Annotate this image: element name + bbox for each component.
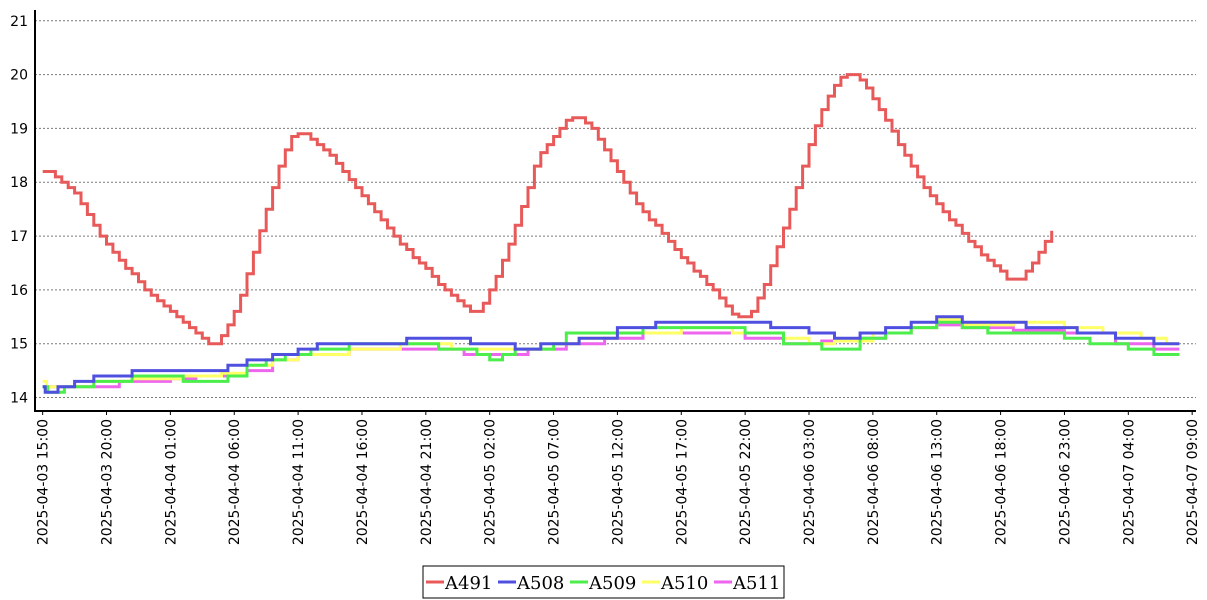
y-tick-label: 17 [10,229,28,245]
x-tick-label: 2025-04-05 12:00 [610,419,626,545]
x-tick-label: 2025-04-06 18:00 [994,419,1010,545]
x-tick-label: 2025-04-06 03:00 [802,419,818,545]
x-tick-label: 2025-04-03 20:00 [100,419,116,545]
legend[interactable]: A491 A508 A509 A510 A511 [422,565,785,599]
x-tick-label: 2025-04-06 08:00 [866,419,882,545]
x-tick-label: 2025-04-04 11:00 [291,419,307,545]
y-tick-label: 21 [10,14,28,30]
legend-item-a508[interactable]: A508 [516,573,564,594]
x-tick-label: 2025-04-07 09:00 [1185,419,1201,545]
x-tick-label: 2025-04-05 17:00 [674,419,690,545]
x-tick-label: 2025-04-03 15:00 [36,419,52,545]
legend-item-a509[interactable]: A509 [588,573,636,594]
x-tick-label: 2025-04-06 13:00 [930,419,946,545]
x-tick-label: 2025-04-04 21:00 [419,419,435,545]
x-tick-labels: 2025-04-03 15:00 2025-04-03 20:00 2025-04-… [36,411,1201,545]
y-tick-labels: 14 15 16 17 18 19 20 21 [10,14,28,407]
y-tick-label: 16 [10,283,28,299]
y-tick-label: 20 [10,68,28,84]
series-line-a510 [42,318,1180,389]
x-tick-label: 2025-04-07 04:00 [1121,419,1137,545]
legend-item-a491[interactable]: A491 [444,573,492,594]
series-line-a508 [42,315,1180,394]
y-tick-label: 15 [10,337,28,353]
series-line-a509 [42,320,1180,394]
x-tick-label: 2025-04-05 02:00 [483,419,499,545]
x-tick-label: 2025-04-05 22:00 [738,419,754,545]
y-tick-label: 18 [10,175,28,191]
axes [34,10,1196,412]
x-tick-label: 2025-04-04 01:00 [163,419,179,545]
series-line-a491 [42,73,1054,346]
legend-item-a510[interactable]: A510 [660,573,708,594]
series-lines [42,73,1180,394]
legend-item-a511[interactable]: A511 [732,573,780,594]
grid-lines [35,20,1196,399]
x-tick-label: 2025-04-04 16:00 [355,419,371,545]
x-tick-label: 2025-04-04 06:00 [227,419,243,545]
y-tick-label: 19 [10,121,28,137]
x-tick-label: 2025-04-05 07:00 [547,419,563,545]
y-tick-label: 14 [10,391,28,407]
x-tick-label: 2025-04-06 23:00 [1057,419,1073,545]
